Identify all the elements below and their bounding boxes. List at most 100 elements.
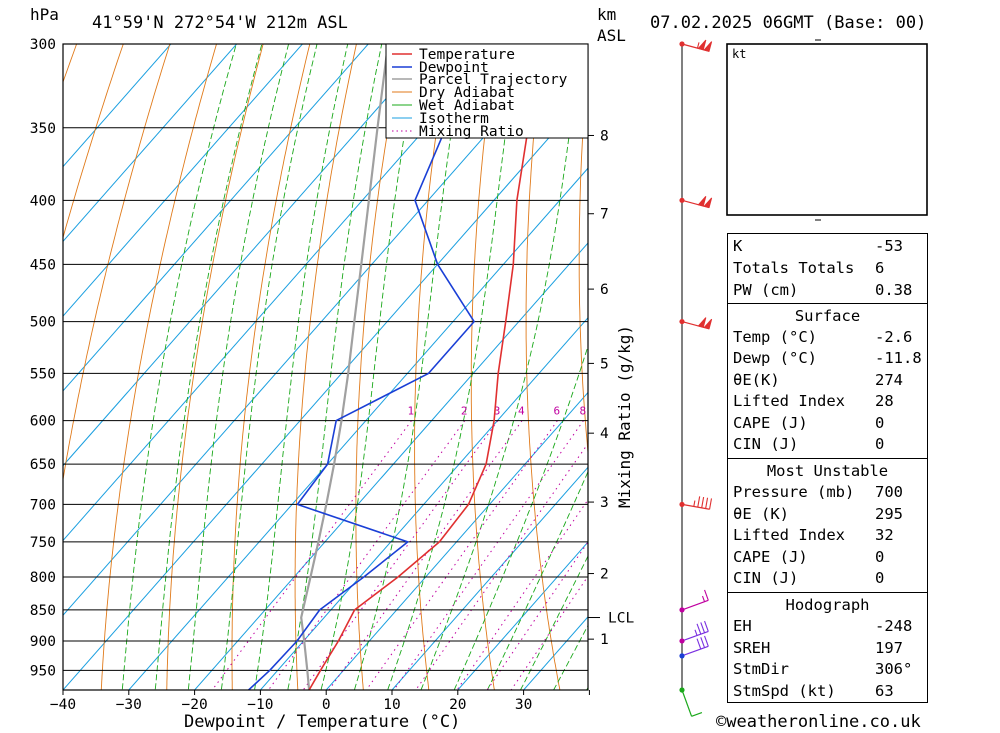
km-tick-label: 4 bbox=[600, 426, 609, 442]
index-value: 306° bbox=[875, 660, 913, 678]
dry-adiabat-line bbox=[0, 44, 30, 698]
index-label: θE(K) bbox=[733, 371, 780, 389]
isotherm-line bbox=[63, 44, 304, 317]
pressure-tick-label: 350 bbox=[30, 121, 56, 137]
indices-table: K -53 Totals Totals 6 PW (cm) 0.38 Surface … bbox=[727, 233, 928, 703]
index-label: K bbox=[733, 237, 743, 255]
index-label: Temp (°C) bbox=[733, 328, 817, 346]
wind-barb-flag bbox=[703, 41, 713, 52]
wind-level-dot bbox=[679, 638, 685, 644]
index-label: Totals Totals bbox=[733, 259, 855, 277]
wind-level-dot bbox=[679, 197, 685, 203]
wind-level-dot bbox=[679, 318, 685, 325]
profile-curves: 1 2 3 4 6 8 10 15 20 25 bbox=[248, 44, 703, 690]
wind-profile bbox=[679, 39, 713, 717]
km-unit-label: km bbox=[597, 5, 616, 24]
wind-level-dot bbox=[679, 41, 685, 47]
wet-adiabat-line bbox=[553, 624, 588, 690]
mixing-ratio-value-label: 25 bbox=[690, 405, 703, 418]
wind-barb-feather bbox=[709, 498, 713, 510]
legend-label: Dewpoint bbox=[419, 60, 489, 76]
pressure-tick-label: 550 bbox=[30, 366, 56, 382]
index-value: 0.38 bbox=[875, 281, 913, 299]
mu-row: Pressure (mb) 700 bbox=[733, 483, 922, 504]
index-value: 197 bbox=[875, 639, 903, 657]
legend-label: Wet Adiabat bbox=[419, 98, 515, 114]
pressure-tick-label: 300 bbox=[30, 37, 56, 53]
wind-barb-shaft bbox=[681, 599, 709, 611]
index-label: Lifted Index bbox=[733, 392, 845, 410]
pressure-tick-label: 950 bbox=[30, 663, 56, 679]
index-label: CIN (J) bbox=[733, 435, 799, 453]
pressure-tick-label: 450 bbox=[30, 257, 56, 273]
surface-row: Temp (°C) -2.6 bbox=[733, 328, 922, 349]
wind-barb-feather bbox=[696, 638, 702, 650]
index-value: 32 bbox=[875, 526, 894, 544]
mu-row: θE (K) 295 bbox=[733, 505, 922, 526]
wind-barb-feather bbox=[696, 623, 702, 635]
km-tick-label: 3 bbox=[600, 495, 609, 511]
mixing-ratio-value-label: 15 bbox=[639, 405, 652, 418]
km-tick-label: 1 bbox=[600, 632, 609, 648]
wind-barb-feather bbox=[701, 496, 705, 508]
dry-adiabat-line bbox=[166, 44, 264, 690]
isotherm-line bbox=[128, 167, 588, 690]
hodo-row: StmSpd (kt) 63 bbox=[733, 682, 922, 703]
x-tick-label: 10 bbox=[383, 697, 400, 713]
mixing-ratio-axis-label: Mixing Ratio (g/kg) bbox=[615, 325, 634, 508]
dry-adiabat-line bbox=[963, 44, 1000, 698]
mixing-ratio-line bbox=[510, 575, 588, 690]
surface-row: CIN (J) 0 bbox=[733, 435, 922, 456]
dry-adiabat-line bbox=[100, 44, 217, 690]
isotherm-line bbox=[63, 92, 588, 690]
wind-barb-half-feather bbox=[696, 42, 700, 49]
section-title-surface: Surface bbox=[794, 307, 861, 325]
pressure-tick-label: 700 bbox=[30, 497, 56, 513]
dry-adiabat-line bbox=[916, 44, 1000, 698]
mixing-ratio-line bbox=[456, 498, 588, 690]
dry-adiabat-line bbox=[631, 44, 693, 698]
pressure-tick-label: 400 bbox=[30, 193, 56, 209]
hodograph-frame bbox=[726, 43, 928, 216]
index-label: Pressure (mb) bbox=[733, 483, 855, 501]
surface-row: Lifted Index 28 bbox=[733, 392, 922, 413]
pressure-tick-label: 500 bbox=[30, 315, 56, 331]
index-value: 6 bbox=[875, 259, 885, 277]
asl-unit-label: ASL bbox=[597, 26, 626, 45]
mu-row: CAPE (J) 0 bbox=[733, 548, 922, 569]
wind-barb-half-feather bbox=[693, 500, 696, 507]
isotherm-line bbox=[325, 391, 588, 690]
km-tick-label: 2 bbox=[600, 567, 609, 583]
x-tick-label: −30 bbox=[116, 697, 142, 713]
pressure-tick-label: 750 bbox=[30, 535, 56, 551]
pressure-tick-label: 600 bbox=[30, 414, 56, 430]
axes: 3003504004505005506006507007508008509009… bbox=[30, 37, 635, 713]
dry-adiabat-line bbox=[414, 44, 451, 690]
x-tick-label: 20 bbox=[449, 697, 466, 713]
km-tick-label: 6 bbox=[600, 282, 609, 298]
series-line-temperature bbox=[308, 44, 544, 690]
legend-label: Temperature bbox=[419, 47, 515, 63]
plot-frame bbox=[62, 43, 589, 691]
hodo-row: EH -248 bbox=[733, 617, 922, 638]
mixing-ratio-value-label: 6 bbox=[553, 405, 560, 418]
x-tick-label: −40 bbox=[50, 697, 76, 713]
isotherm-line bbox=[63, 44, 238, 243]
section-title-most-unstable: Most Unstable bbox=[766, 462, 889, 480]
legend-label: Isotherm bbox=[419, 111, 489, 127]
mixing-ratio-line bbox=[328, 420, 523, 690]
mixing-ratio-line bbox=[486, 541, 588, 690]
wind-barb-shaft bbox=[681, 630, 709, 642]
index-label: CAPE (J) bbox=[733, 414, 808, 432]
section-divider bbox=[728, 592, 927, 593]
index-label: θE (K) bbox=[733, 505, 789, 523]
wind-barb-flag bbox=[703, 197, 713, 209]
surface-row: CAPE (J) 0 bbox=[733, 414, 922, 435]
index-value: -11.8 bbox=[875, 349, 922, 367]
index-label: CIN (J) bbox=[733, 569, 799, 587]
index-row-totals: Totals Totals 6 bbox=[733, 259, 922, 280]
wet-adiabat-line bbox=[519, 555, 588, 690]
mixing-ratio-line bbox=[365, 420, 558, 690]
wind-barb-half-feather bbox=[701, 595, 706, 602]
